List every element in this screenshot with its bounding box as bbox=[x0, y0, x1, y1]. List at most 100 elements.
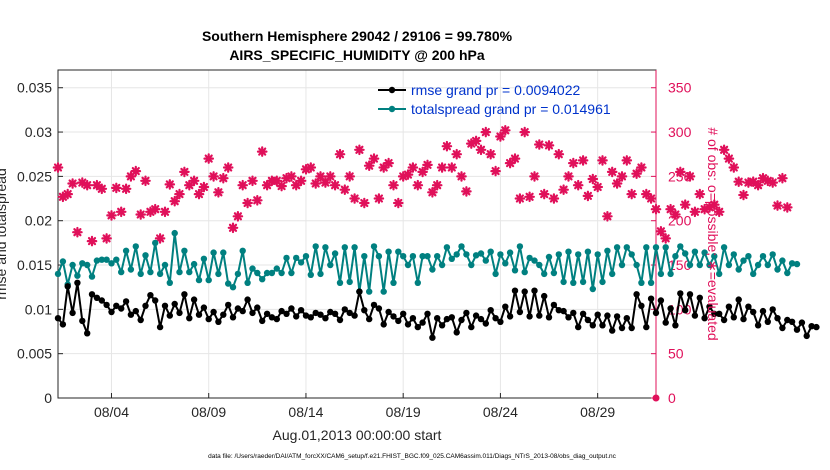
rmse-point bbox=[570, 309, 577, 317]
y-left-tick-label: 0.02 bbox=[25, 213, 52, 229]
obs-asterisk-stroke bbox=[554, 150, 563, 159]
totalspread-point bbox=[341, 244, 348, 251]
rmse-point bbox=[725, 303, 733, 310]
obs-asterisk-stroke bbox=[117, 207, 126, 216]
totalspread-point bbox=[156, 270, 164, 278]
obs-asterisk-stroke bbox=[783, 203, 792, 212]
rmse-point bbox=[502, 303, 509, 310]
totalspread-point bbox=[497, 251, 504, 258]
obs-asterisk-stroke bbox=[190, 176, 199, 185]
obs-evaluated-point bbox=[339, 184, 351, 195]
totalspread-point bbox=[633, 261, 640, 269]
totalspread-point bbox=[429, 266, 436, 273]
obs-asterisk-stroke bbox=[68, 179, 77, 188]
obs-asterisk-stroke bbox=[413, 181, 422, 190]
obs-asterisk-stroke bbox=[102, 234, 111, 243]
legend-rmse-label: rmse grand pr = 0.0094022 bbox=[411, 82, 580, 98]
rmse-point bbox=[259, 317, 266, 325]
totalspread-point bbox=[278, 269, 285, 277]
totalspread-point bbox=[229, 284, 237, 291]
rmse-point bbox=[609, 327, 616, 334]
obs-asterisk-stroke bbox=[258, 147, 267, 156]
totalspread-point bbox=[628, 251, 635, 258]
totalspread-point bbox=[127, 266, 135, 273]
obs-evaluated-point bbox=[203, 153, 214, 164]
y-left-tick-label: 0.03 bbox=[25, 124, 52, 140]
obs-asterisk-stroke bbox=[476, 145, 486, 154]
rmse-point bbox=[263, 310, 271, 317]
totalspread-point bbox=[759, 253, 767, 260]
rmse-point bbox=[327, 308, 334, 316]
rmse-point bbox=[161, 302, 169, 309]
obs-evaluated-point bbox=[101, 233, 112, 244]
rmse-point bbox=[463, 309, 470, 317]
rmse-point bbox=[186, 315, 193, 322]
totalspread-point bbox=[327, 261, 334, 269]
totalspread-point bbox=[283, 254, 290, 262]
obs-evaluated-point bbox=[538, 188, 550, 200]
obs-evaluated-point bbox=[188, 175, 200, 187]
obs-evaluated-point bbox=[777, 172, 788, 184]
rmse-point bbox=[599, 322, 606, 329]
totalspread-point bbox=[366, 288, 373, 295]
obs-evaluated-point bbox=[645, 193, 657, 204]
obs-evaluated-point bbox=[553, 148, 565, 160]
rmse-point bbox=[152, 297, 159, 304]
obs-evaluated-point bbox=[514, 193, 526, 204]
obs-asterisk-stroke bbox=[578, 156, 588, 165]
obs-evaluated-point bbox=[179, 166, 190, 178]
obs-evaluated-point bbox=[276, 180, 287, 192]
rmse-point bbox=[268, 314, 276, 321]
y-left-tick-label: 0.025 bbox=[17, 168, 52, 184]
series-obs-evaluated bbox=[52, 125, 793, 402]
rmse-point bbox=[64, 283, 71, 290]
totalspread-point bbox=[225, 280, 232, 287]
totalspread-point bbox=[297, 259, 305, 266]
rmse-point bbox=[118, 305, 125, 312]
obs-asterisk-stroke bbox=[331, 181, 340, 190]
obs-evaluated-point bbox=[329, 179, 341, 191]
rmse-point bbox=[385, 308, 392, 316]
obs-asterisk-stroke bbox=[447, 163, 456, 172]
obs-evaluated-point bbox=[358, 197, 370, 209]
obs-asterisk-stroke bbox=[501, 126, 510, 135]
rmse-point bbox=[696, 294, 703, 301]
totalspread-point bbox=[259, 276, 266, 283]
totalspread-point bbox=[103, 256, 110, 263]
obs-asterisk-stroke bbox=[180, 167, 189, 176]
rmse-point bbox=[438, 322, 446, 329]
obs-asterisk-stroke bbox=[734, 177, 743, 186]
rmse-point bbox=[623, 315, 630, 322]
totalspread-point bbox=[541, 270, 548, 278]
totalspread-point bbox=[200, 255, 208, 262]
rmse-point bbox=[414, 323, 421, 331]
obs-evaluated-point bbox=[499, 125, 511, 136]
obs-asterisk-stroke bbox=[535, 140, 544, 149]
rmse-point bbox=[84, 330, 91, 337]
totalspread-point bbox=[560, 278, 567, 286]
obs-evaluated-point bbox=[81, 179, 93, 191]
obs-evaluated-point bbox=[529, 171, 540, 182]
rmse-point bbox=[166, 312, 173, 319]
obs-evaluated-point bbox=[130, 165, 142, 177]
obs-evaluated-point bbox=[427, 187, 438, 198]
totalspread-point bbox=[190, 260, 198, 268]
obs-evaluated-point bbox=[388, 179, 399, 191]
obs-evaluated-point bbox=[208, 171, 219, 182]
obs-asterisk-stroke bbox=[170, 197, 179, 206]
totalspread-point bbox=[686, 261, 694, 269]
y-right-tick-label: 350 bbox=[668, 80, 692, 96]
legend-rmse-marker bbox=[388, 86, 396, 94]
rmse-point bbox=[711, 310, 718, 317]
obs-asterisk-stroke bbox=[389, 181, 398, 190]
totalspread-point bbox=[531, 257, 538, 264]
totalspread-point bbox=[448, 255, 455, 262]
rmse-point bbox=[521, 288, 528, 295]
rmse-point bbox=[487, 307, 494, 314]
obs-asterisk-stroke bbox=[520, 128, 529, 137]
obs-evaluated-point bbox=[723, 153, 735, 164]
totalspread-point bbox=[754, 261, 762, 269]
obs-evaluated-point bbox=[621, 155, 633, 166]
obs-evaluated-point bbox=[213, 187, 224, 198]
totalspread-point bbox=[263, 269, 271, 277]
